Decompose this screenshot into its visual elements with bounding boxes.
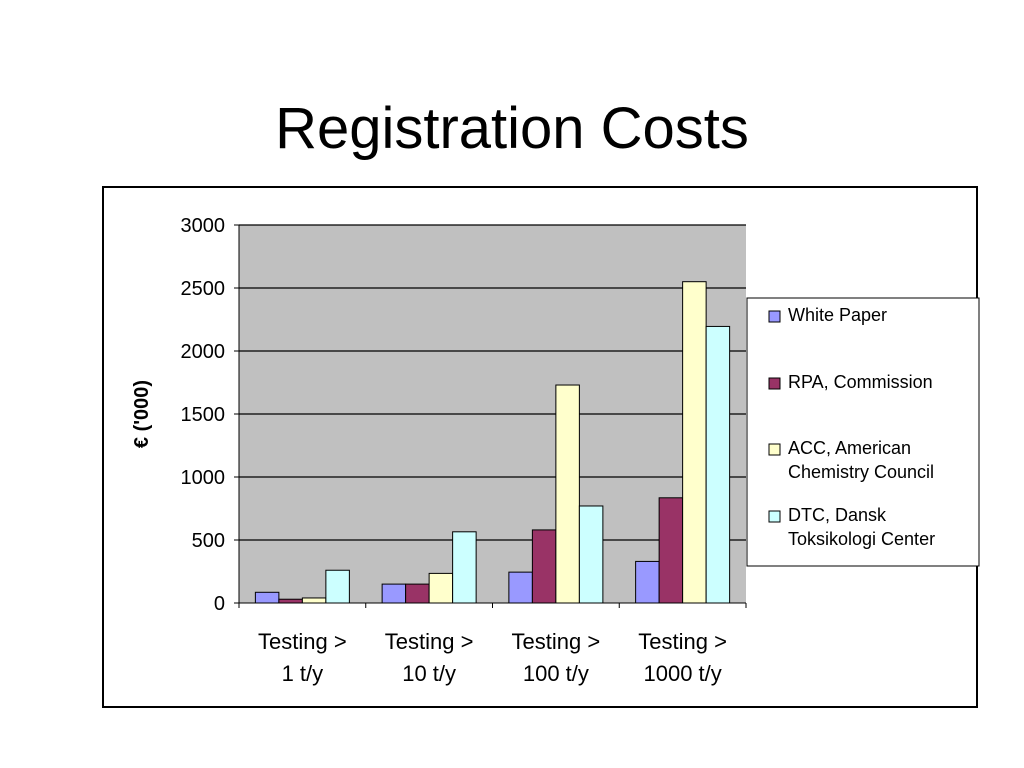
y-tick-label: 0 [214, 593, 225, 615]
chart-frame: 0 500 1000 1500 2000 2500 3000 € ('000) Testing … [102, 186, 980, 708]
y-tick-label: 2000 [181, 341, 226, 363]
x-tick-label: 100 t/y [523, 661, 589, 686]
bar-2-1 [278, 598, 303, 604]
y-tick-label: 1500 [181, 404, 226, 426]
legend-swatch [768, 377, 781, 390]
bar-2-3 [531, 529, 557, 604]
legend-box [746, 297, 980, 567]
x-tick-label: Testing > [638, 629, 727, 654]
bar-4-4 [705, 325, 731, 604]
y-tick-label: 500 [192, 530, 225, 552]
legend-label: Toksikologi Center [788, 529, 935, 549]
y-tick-label: 1000 [181, 467, 226, 489]
bar-1-1 [254, 591, 280, 604]
legend-label: White Paper [788, 305, 887, 325]
legend-label: Chemistry Council [788, 462, 934, 482]
bar-2-4 [658, 497, 684, 604]
x-tick-label: Testing > [512, 629, 601, 654]
bar-3-1 [301, 597, 327, 604]
legend-swatch [768, 510, 781, 523]
bar-4-3 [578, 505, 604, 604]
x-tick-label: Testing > [258, 629, 347, 654]
x-tick-label: 10 t/y [402, 661, 456, 686]
bar-2-2 [405, 583, 430, 604]
bar-3-2 [428, 572, 454, 604]
legend-label: DTC, Dansk [788, 505, 887, 525]
bar-3-4 [682, 281, 707, 604]
bar-4-1 [325, 569, 350, 604]
legend-label: ACC, American [788, 438, 911, 458]
bar-1-3 [508, 571, 533, 604]
legend-swatch [768, 443, 781, 456]
y-tick-label: 2500 [181, 278, 226, 300]
bar-3-3 [555, 384, 580, 604]
y-axis-title: € ('000) [131, 380, 153, 448]
bar-4-2 [452, 531, 477, 604]
bar-chart: 0 500 1000 1500 2000 2500 3000 € ('000) Testing … [131, 215, 980, 686]
x-tick-label: 1000 t/y [643, 661, 721, 686]
y-tick-label: 3000 [181, 215, 226, 237]
legend-label: RPA, Commission [788, 372, 933, 392]
x-tick-label: 1 t/y [282, 661, 324, 686]
bar-1-4 [635, 560, 660, 604]
legend-swatch [768, 310, 781, 323]
x-tick-label: Testing > [385, 629, 474, 654]
slide-title: Registration Costs [275, 96, 749, 161]
bar-1-2 [381, 583, 407, 604]
